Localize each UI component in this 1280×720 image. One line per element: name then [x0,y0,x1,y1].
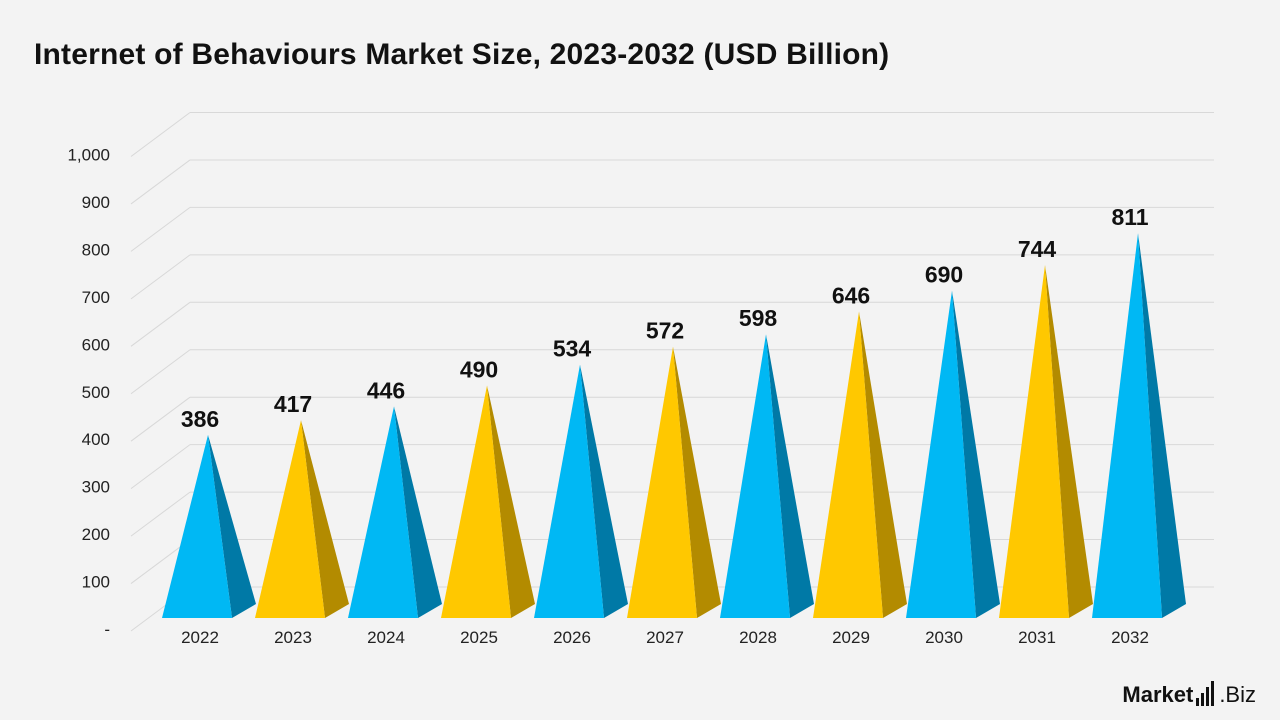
bar-front-face [162,434,232,618]
data-label-2030: 690 [925,262,963,288]
y-tick-label: 300 [82,478,110,497]
x-tick-label-2025: 2025 [460,628,498,647]
y-tick-label: 500 [82,383,110,402]
value-labels-layer: 386 417 446 490 534 572 598 646 690 744 811 [181,204,1149,432]
bar-2023 [255,420,349,618]
bar-side-face [859,311,907,618]
x-tick-label-2022: 2022 [181,628,219,647]
y-tick-label: 100 [82,573,110,592]
data-label-2029: 646 [832,282,870,308]
bar-side-face [301,420,349,618]
y-tick-label: - [104,620,110,639]
bar-2026 [534,364,628,618]
grid-diagonal [130,301,191,347]
grid-diagonal [130,112,191,157]
bar-side-face [1045,264,1093,618]
grid-diagonal [130,444,191,490]
x-axis-ticks: 2022 2023 2024 2025 2026 2027 2028 2029 2030 2031… [181,628,1149,647]
bar-front-face [720,334,790,618]
grid-diagonal [130,491,191,537]
bar-side-face [580,364,628,618]
x-tick-label-2030: 2030 [925,628,963,647]
bar-chart-logo-icon [1196,680,1215,706]
data-label-2023: 417 [274,391,312,417]
brand-name-bold: Market [1122,682,1194,707]
y-tick-label: 400 [82,430,110,449]
data-label-2031: 744 [1018,236,1057,262]
data-label-2024: 446 [367,377,405,403]
bar-side-face [394,406,442,618]
grid-diagonal [130,159,191,205]
bar-side-face [952,290,1000,618]
bar-front-face [348,406,418,618]
data-label-2032: 811 [1111,204,1148,230]
x-tick-label-2024: 2024 [367,628,405,647]
bar-2032 [1092,233,1186,619]
bar-side-face [1138,233,1186,619]
grid-diagonal [130,206,191,252]
y-tick-label: 700 [82,288,110,307]
x-tick-label-2027: 2027 [646,628,684,647]
bar-2029 [813,311,907,618]
x-tick-label-2028: 2028 [739,628,777,647]
bar-front-face [255,420,325,618]
bar-front-face [813,311,883,618]
x-tick-label-2023: 2023 [274,628,312,647]
bar-2027 [627,346,721,618]
grid-diagonal [130,396,191,442]
bar-side-face [208,434,256,618]
grid-diagonal [130,254,191,300]
bar-front-face [999,264,1069,618]
y-tick-label: 600 [82,335,110,354]
bars-layer [162,233,1186,619]
bar-front-face [534,364,604,618]
x-tick-label-2029: 2029 [832,628,870,647]
grid-diagonal [130,349,191,395]
data-label-2027: 572 [646,318,684,344]
bar-2028 [720,334,814,618]
bar-side-face [673,346,721,618]
bar-2030 [906,290,1000,618]
y-tick-label: 1,000 [67,146,110,165]
y-axis-ticks: - 100 200 300 400 500 600 700 800 900 1,000 [67,146,110,640]
bar-side-face [766,334,814,618]
y-tick-label: 800 [82,240,110,259]
data-label-2022: 386 [181,406,219,432]
bar-2022 [162,434,256,618]
bar-front-face [627,346,697,618]
y-tick-label: 900 [82,193,110,212]
brand-name-rest: .Biz [1219,682,1256,707]
bar-2031 [999,264,1093,618]
x-tick-label-2032: 2032 [1111,628,1149,647]
bar-front-face [906,290,976,618]
bar-2025 [441,385,535,618]
bar-front-face [1092,233,1162,619]
chart-title: Internet of Behaviours Market Size, 2023… [34,38,890,71]
bar-2024 [348,406,442,618]
data-label-2028: 598 [739,305,778,331]
bar-front-face [441,385,511,618]
brand-logo: Market .Biz [1122,680,1256,706]
data-label-2025: 490 [460,356,498,382]
bar-side-face [487,385,535,618]
x-tick-label-2026: 2026 [553,628,591,647]
data-label-2026: 534 [553,336,592,362]
x-tick-label-2031: 2031 [1018,628,1056,647]
y-tick-label: 200 [82,525,110,544]
